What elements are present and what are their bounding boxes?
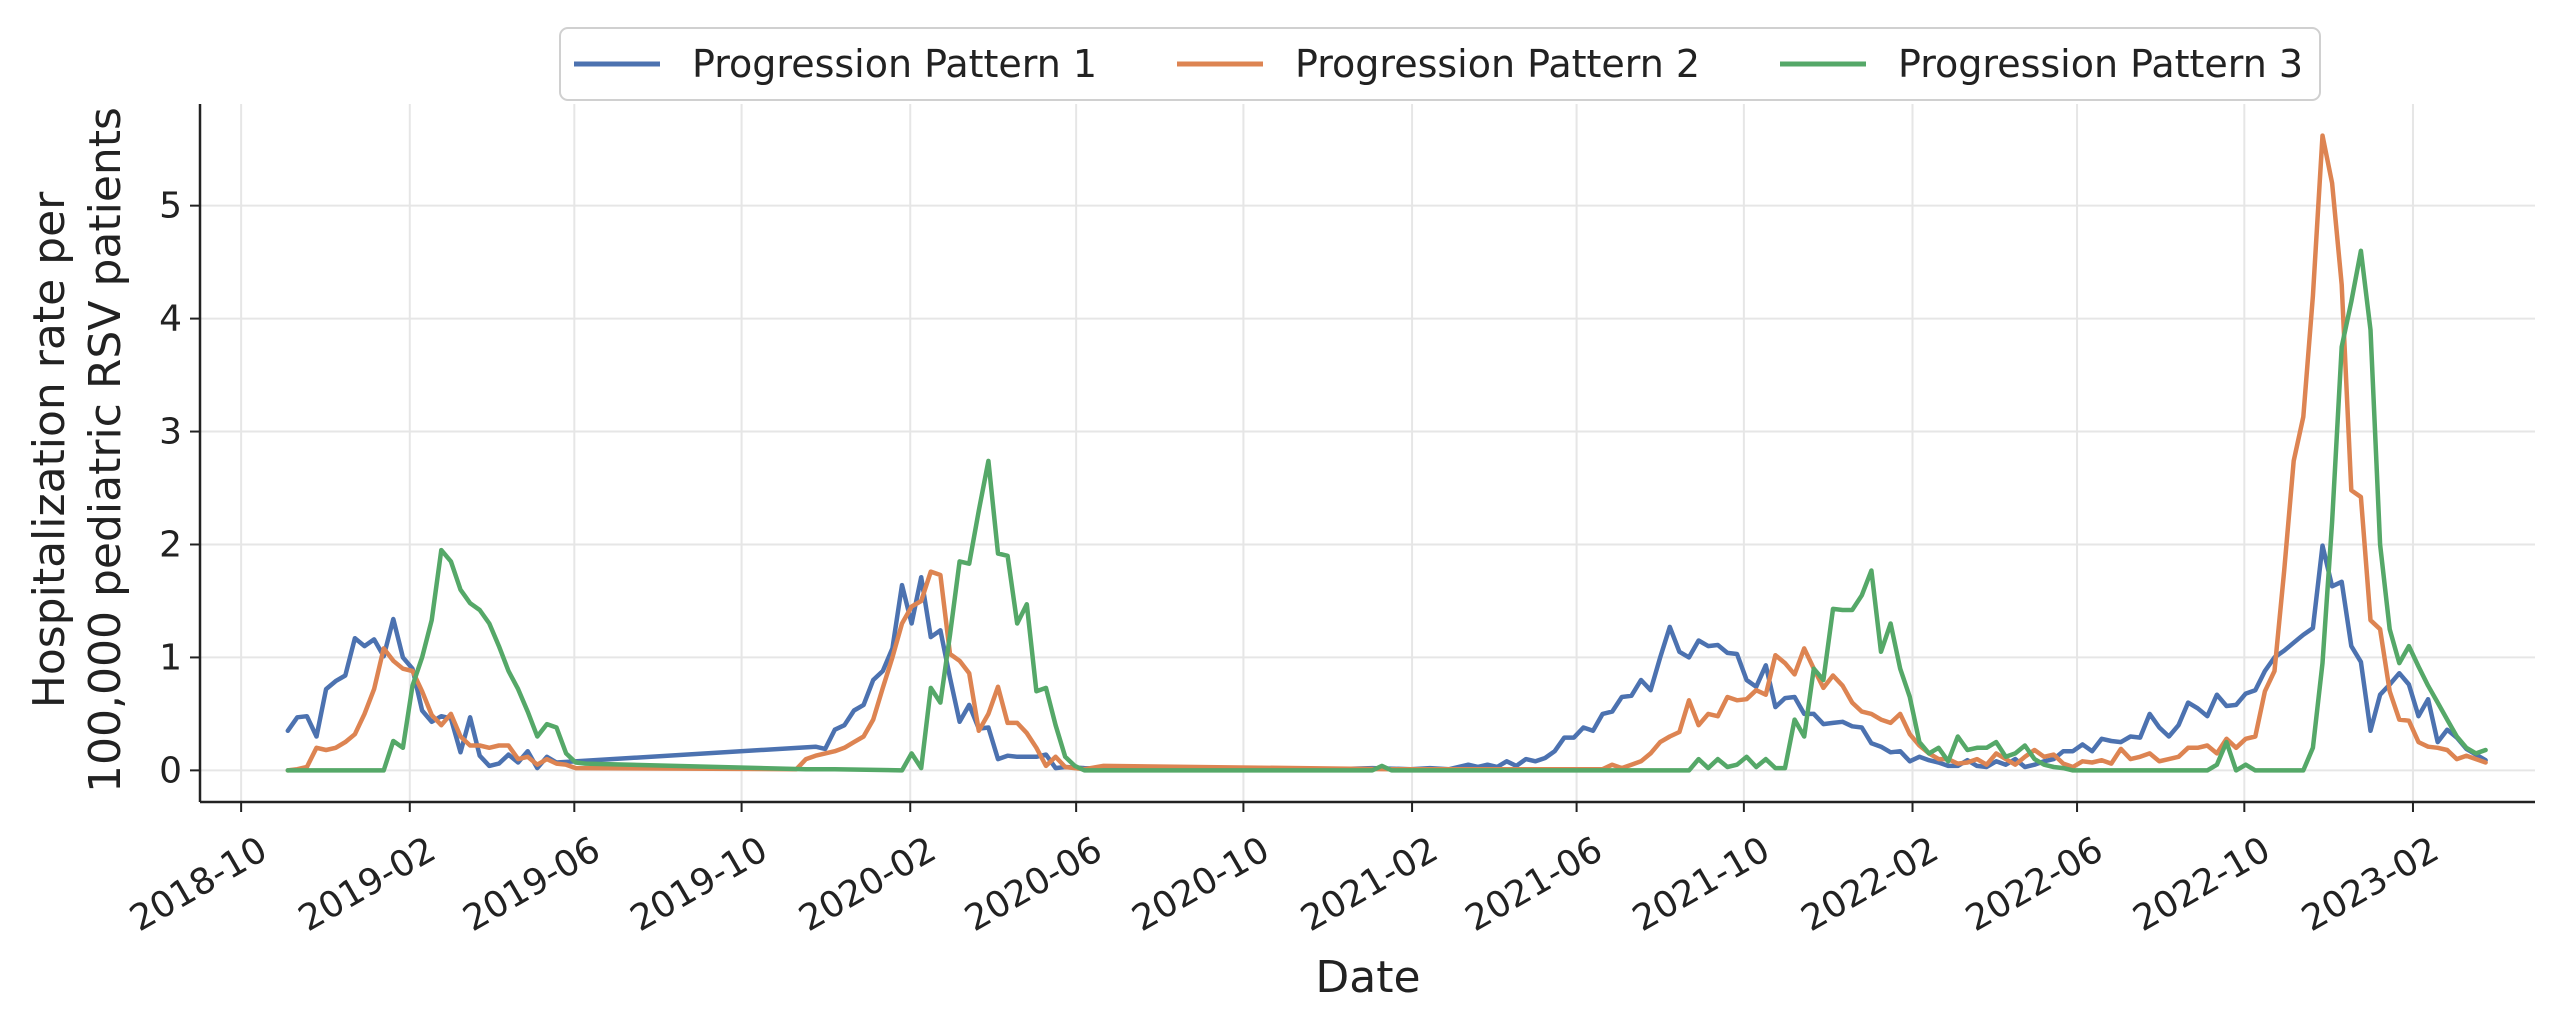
x-tick-label: 2020-02 xyxy=(792,829,943,940)
y-tick-label: 1 xyxy=(159,637,182,678)
y-tick-label: 4 xyxy=(159,299,182,340)
series-line-3 xyxy=(285,248,2488,773)
legend-label-2: Progression Pattern 2 xyxy=(1295,42,1700,86)
x-axis-title: Date xyxy=(1315,952,1420,1003)
y-tick-label: 2 xyxy=(159,524,182,565)
x-tick-label: 2022-10 xyxy=(2126,829,2277,940)
x-tick-label: 2019-06 xyxy=(456,829,607,940)
legend-box xyxy=(559,27,2321,101)
legend-label-1: Progression Pattern 1 xyxy=(692,42,1097,86)
x-tick-label: 2020-06 xyxy=(958,829,1109,940)
y-axis-title-line-1: Hospitalization rate per xyxy=(24,191,75,708)
series-line-2 xyxy=(285,133,2488,773)
grid xyxy=(200,104,2535,802)
y-tick-label: 0 xyxy=(159,750,182,791)
axes: 2018-10 2019-02 2019-06 2019-10 2020-02 2020-… xyxy=(123,104,2535,940)
x-tick-label: 2020-10 xyxy=(1126,829,1277,940)
x-tick-label: 2018-10 xyxy=(123,829,274,940)
legend: Progression Pattern 1 Progression Pattern… xyxy=(559,27,2321,101)
y-tick-label: 3 xyxy=(159,412,182,453)
x-tick-label: 2023-02 xyxy=(2295,829,2446,940)
legend-label-3: Progression Pattern 3 xyxy=(1898,42,2303,86)
y-tick-label: 5 xyxy=(159,186,182,227)
x-tick-label: 2021-06 xyxy=(1459,829,1610,940)
x-tick-label: 2019-10 xyxy=(624,829,775,940)
y-axis-title-line-2: 100,000 pediatric RSV patients xyxy=(80,107,131,793)
x-tick-label: 2021-02 xyxy=(1294,829,1445,940)
series-line-1 xyxy=(285,543,2488,772)
x-tick-label: 2022-06 xyxy=(1959,829,2110,940)
series-lines xyxy=(285,133,2488,773)
x-tick-label: 2021-10 xyxy=(1626,829,1777,940)
x-tick-label: 2019-02 xyxy=(292,829,443,940)
x-tick-label: 2022-02 xyxy=(1795,829,1946,940)
